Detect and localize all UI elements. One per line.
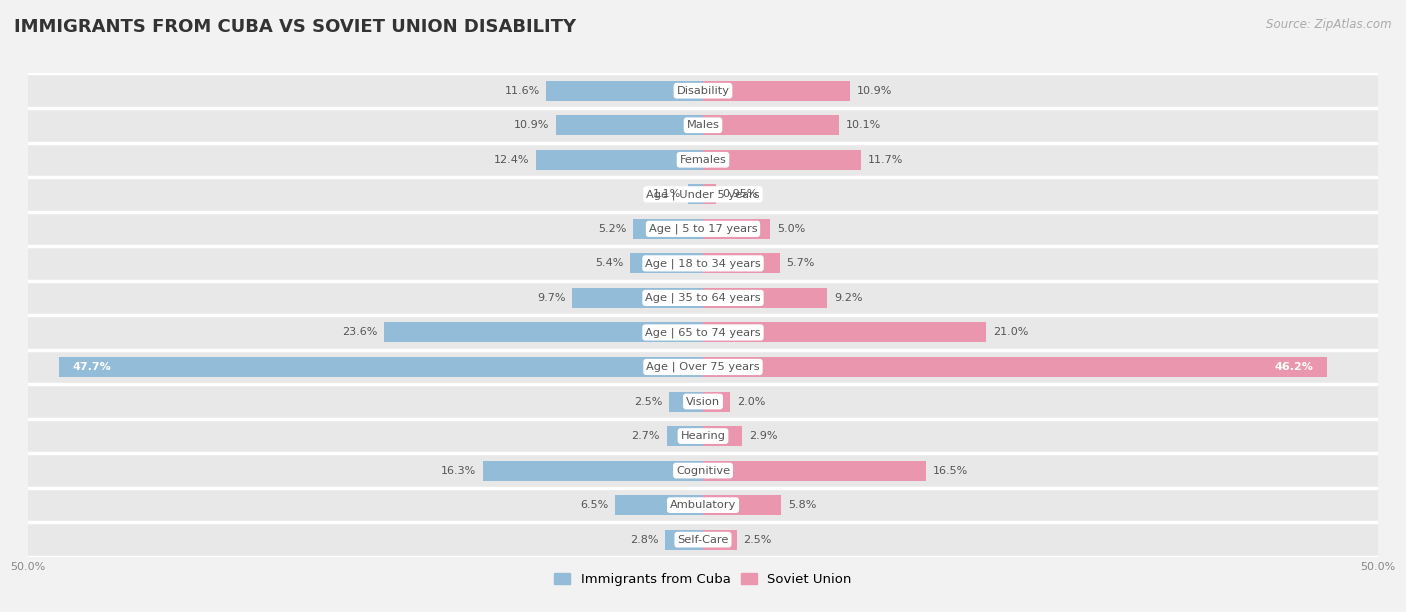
Bar	[28, 177, 1378, 212]
Text: 47.7%: 47.7%	[73, 362, 111, 372]
Bar	[703, 219, 770, 239]
Legend: Immigrants from Cuba, Soviet Union: Immigrants from Cuba, Soviet Union	[548, 568, 858, 591]
Bar	[59, 357, 703, 377]
Bar	[28, 212, 1378, 246]
Text: 10.1%: 10.1%	[846, 120, 882, 130]
Bar	[703, 426, 742, 446]
Bar	[703, 357, 1327, 377]
Text: Ambulatory: Ambulatory	[669, 500, 737, 510]
Bar	[703, 461, 925, 480]
Bar	[572, 288, 703, 308]
Text: 2.9%: 2.9%	[749, 431, 778, 441]
Bar	[633, 219, 703, 239]
Bar	[630, 253, 703, 274]
Bar	[703, 495, 782, 515]
Text: 2.5%: 2.5%	[744, 535, 772, 545]
Text: 11.7%: 11.7%	[868, 155, 903, 165]
Bar	[666, 426, 703, 446]
Text: 46.2%: 46.2%	[1274, 362, 1313, 372]
Text: Females: Females	[679, 155, 727, 165]
Bar	[688, 184, 703, 204]
Bar	[28, 246, 1378, 281]
Text: 5.8%: 5.8%	[787, 500, 817, 510]
Text: 2.7%: 2.7%	[631, 431, 659, 441]
Text: 21.0%: 21.0%	[993, 327, 1029, 337]
Text: 16.3%: 16.3%	[441, 466, 477, 476]
Text: 23.6%: 23.6%	[342, 327, 378, 337]
Bar	[703, 184, 716, 204]
Text: 5.0%: 5.0%	[778, 224, 806, 234]
Bar	[28, 73, 1378, 108]
Bar	[703, 81, 851, 101]
Text: 10.9%: 10.9%	[856, 86, 893, 95]
Bar	[536, 150, 703, 170]
Bar	[384, 323, 703, 343]
Bar	[665, 529, 703, 550]
Text: Self-Care: Self-Care	[678, 535, 728, 545]
Text: 0.95%: 0.95%	[723, 189, 758, 200]
Bar	[28, 349, 1378, 384]
Bar	[703, 253, 780, 274]
Text: Disability: Disability	[676, 86, 730, 95]
Bar	[703, 529, 737, 550]
Bar	[484, 461, 703, 480]
Text: 5.2%: 5.2%	[598, 224, 626, 234]
Bar	[28, 281, 1378, 315]
Text: 11.6%: 11.6%	[505, 86, 540, 95]
Bar	[669, 392, 703, 411]
Text: 9.2%: 9.2%	[834, 293, 862, 303]
Bar	[703, 115, 839, 135]
Bar	[547, 81, 703, 101]
Bar	[703, 150, 860, 170]
Text: Age | 65 to 74 years: Age | 65 to 74 years	[645, 327, 761, 338]
Text: Vision: Vision	[686, 397, 720, 406]
Text: 6.5%: 6.5%	[581, 500, 609, 510]
Text: Source: ZipAtlas.com: Source: ZipAtlas.com	[1267, 18, 1392, 31]
Bar	[28, 315, 1378, 349]
Text: Hearing: Hearing	[681, 431, 725, 441]
Bar	[555, 115, 703, 135]
Bar	[616, 495, 703, 515]
Text: Age | 5 to 17 years: Age | 5 to 17 years	[648, 223, 758, 234]
Text: 1.1%: 1.1%	[654, 189, 682, 200]
Bar	[703, 392, 730, 411]
Text: 16.5%: 16.5%	[932, 466, 967, 476]
Text: 12.4%: 12.4%	[494, 155, 529, 165]
Text: Males: Males	[686, 120, 720, 130]
Bar	[28, 453, 1378, 488]
Bar	[28, 143, 1378, 177]
Text: Age | 18 to 34 years: Age | 18 to 34 years	[645, 258, 761, 269]
Bar	[28, 419, 1378, 453]
Text: 2.5%: 2.5%	[634, 397, 662, 406]
Text: Age | Over 75 years: Age | Over 75 years	[647, 362, 759, 372]
Text: Cognitive: Cognitive	[676, 466, 730, 476]
Text: 5.4%: 5.4%	[595, 258, 623, 269]
Bar	[703, 288, 827, 308]
Bar	[28, 488, 1378, 523]
Text: 2.0%: 2.0%	[737, 397, 765, 406]
Text: 2.8%: 2.8%	[630, 535, 658, 545]
Text: 5.7%: 5.7%	[787, 258, 815, 269]
Bar	[28, 108, 1378, 143]
Bar	[28, 384, 1378, 419]
Bar	[28, 523, 1378, 557]
Text: Age | 35 to 64 years: Age | 35 to 64 years	[645, 293, 761, 303]
Text: 10.9%: 10.9%	[513, 120, 550, 130]
Bar	[703, 323, 987, 343]
Text: IMMIGRANTS FROM CUBA VS SOVIET UNION DISABILITY: IMMIGRANTS FROM CUBA VS SOVIET UNION DIS…	[14, 18, 576, 36]
Text: 9.7%: 9.7%	[537, 293, 565, 303]
Text: Age | Under 5 years: Age | Under 5 years	[647, 189, 759, 200]
